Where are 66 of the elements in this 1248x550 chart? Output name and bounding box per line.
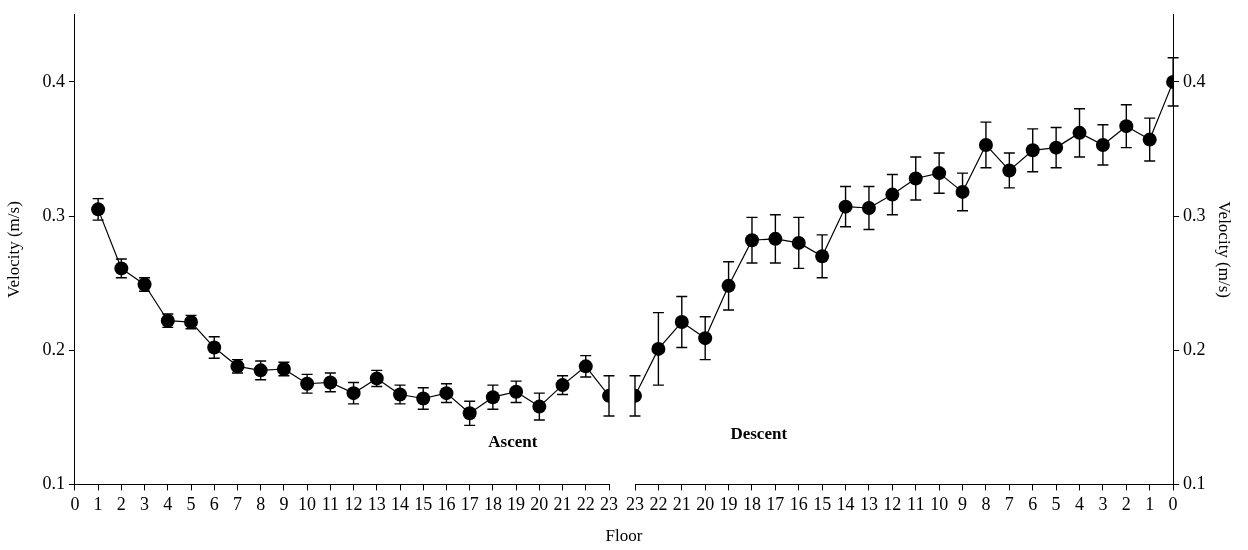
x-tick-label: 6 xyxy=(209,493,219,514)
x-tick-label: 5 xyxy=(186,493,196,514)
x-tick-label: 22 xyxy=(576,493,595,514)
x-tick-label: 18 xyxy=(483,493,502,514)
x-tick-label: 23 xyxy=(600,493,618,514)
x-tick-label: 14 xyxy=(391,493,409,514)
x-tick-label: 19 xyxy=(507,493,526,514)
y2-tick-label: 0.2 xyxy=(1183,338,1206,359)
x-tick-label: 19 xyxy=(719,493,738,514)
y-tick-label: 0.3 xyxy=(42,204,65,225)
annotation: Ascent xyxy=(488,431,538,451)
x-tick-label: 1 xyxy=(1145,493,1155,514)
x-tick-label: 0 xyxy=(70,493,80,514)
x-tick-label: 13 xyxy=(367,493,386,514)
x-tick-label: 16 xyxy=(789,493,808,514)
x-tick-label: 11 xyxy=(907,493,925,514)
x-tick-label: 6 xyxy=(1028,493,1038,514)
y-tick-label: 0.1 xyxy=(42,473,65,494)
point xyxy=(791,235,806,250)
x-tick-label: 9 xyxy=(958,493,968,514)
x-tick-label: 7 xyxy=(232,493,242,514)
x-tick-label: 21 xyxy=(672,493,691,514)
x-tick-label: 20 xyxy=(530,493,549,514)
x-tick-label: 15 xyxy=(813,493,832,514)
x-axis-title: Floor xyxy=(604,526,644,546)
x-tick-label: 13 xyxy=(859,493,878,514)
x-tick-label: 21 xyxy=(553,493,572,514)
x-tick-label: 8 xyxy=(256,493,266,514)
x-tick-label: 22 xyxy=(649,493,668,514)
x-tick-label: 12 xyxy=(344,493,363,514)
y-axis-title: Velocity (m/s) xyxy=(3,201,23,298)
x-tick-label: 5 xyxy=(1051,493,1061,514)
point xyxy=(768,231,783,246)
point xyxy=(674,315,689,330)
y-tick-label: 0.2 xyxy=(42,338,65,359)
x-tick-label: 17 xyxy=(460,493,479,514)
x-tick-label: 12 xyxy=(883,493,902,514)
x-tick-label: 4 xyxy=(163,493,173,514)
x-tick-label: 11 xyxy=(321,493,340,514)
x-tick-label: 2 xyxy=(1121,493,1131,514)
x-tick-label: 20 xyxy=(696,493,715,514)
x-tick-label: 10 xyxy=(930,493,949,514)
x-tick-label: 1 xyxy=(93,493,103,514)
x-tick-label: 9 xyxy=(279,493,289,514)
x-tick-label: 7 xyxy=(1004,493,1014,514)
x-tick-label: 3 xyxy=(140,493,150,514)
y2-tick-label: 0.4 xyxy=(1183,70,1206,91)
x-tick-label: 8 xyxy=(981,493,991,514)
annotation: Descent xyxy=(730,424,788,444)
x-tick-label: 17 xyxy=(766,493,785,514)
point xyxy=(1119,119,1134,134)
x-tick-label: 2 xyxy=(116,493,126,514)
x-tick-label: 18 xyxy=(742,493,761,514)
x-tick-label: 0 xyxy=(1168,493,1178,514)
x-tick-label: 10 xyxy=(298,493,317,514)
x-tick-label: 4 xyxy=(1075,493,1085,514)
y2-axis-title: Velocity (m/s) xyxy=(1215,201,1235,298)
x-tick-label: 14 xyxy=(836,493,855,514)
y2-tick-label: 0.1 xyxy=(1183,473,1206,494)
x-tick-label: 3 xyxy=(1098,493,1108,514)
y2-tick-label: 0.3 xyxy=(1183,204,1206,225)
y-tick-label: 0.4 xyxy=(42,70,65,91)
point xyxy=(908,171,923,186)
x-tick-label: 16 xyxy=(437,493,456,514)
x-tick-label: 15 xyxy=(414,493,433,514)
x-tick-label: 23 xyxy=(626,493,644,514)
